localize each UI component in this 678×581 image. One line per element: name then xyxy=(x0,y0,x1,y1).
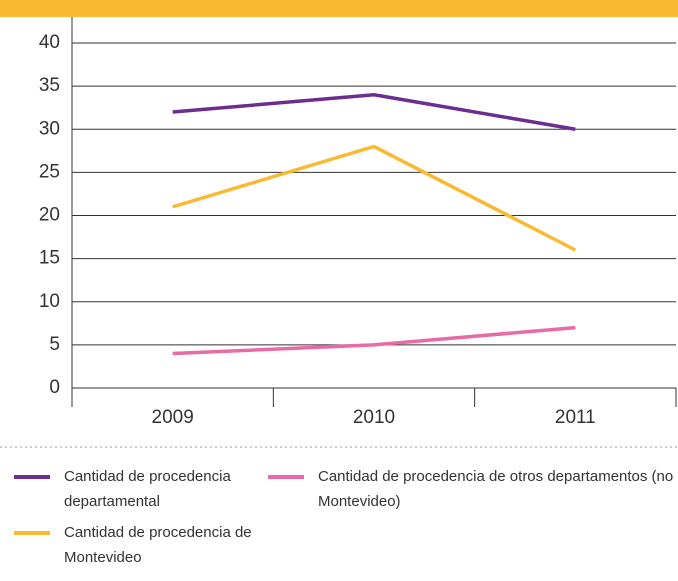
y-tick-label: 30 xyxy=(39,118,60,139)
legend-swatch xyxy=(14,475,50,479)
x-tick-label: 2009 xyxy=(152,407,194,428)
x-tick-label: 2010 xyxy=(353,407,395,428)
y-tick-label: 35 xyxy=(39,75,60,96)
data-line xyxy=(172,92,576,131)
y-tick-label: 10 xyxy=(39,291,60,312)
header-bar xyxy=(0,0,678,17)
legend-label: Cantidad de procedencia de otros departa… xyxy=(318,468,674,510)
y-tick-label: 0 xyxy=(49,377,60,398)
y-tick-label: 40 xyxy=(39,32,60,53)
x-tick-label: 2011 xyxy=(555,407,596,428)
legend-label: Cantidad de procedencia departamental xyxy=(64,468,231,510)
data-line xyxy=(172,144,577,252)
legend-label: Cantidad de procedencia de Montevideo xyxy=(64,524,252,566)
y-tick-label: 25 xyxy=(39,161,60,182)
y-tick-label: 20 xyxy=(39,205,60,226)
data-line xyxy=(172,325,576,356)
legend-swatch xyxy=(268,475,304,479)
y-tick-label: 5 xyxy=(49,334,60,355)
legend-swatch xyxy=(14,531,50,535)
y-tick-label: 15 xyxy=(39,248,60,269)
